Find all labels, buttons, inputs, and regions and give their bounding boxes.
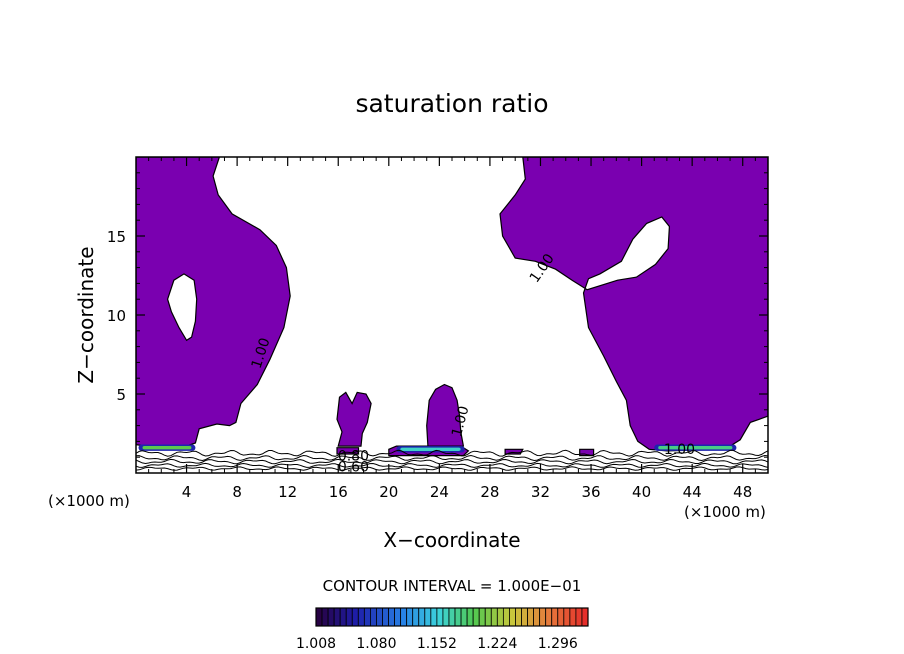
- colorbar-tick-labels: 1.008 1.080 1.152 1.224 1.296: [296, 636, 578, 652]
- colorbar-segment: [502, 607, 510, 627]
- colorbar-segment: [345, 607, 353, 627]
- x-unit-right: (×1000 m): [684, 503, 766, 521]
- colorbar-segment: [490, 607, 498, 627]
- y-axis-ticks: 5 10 15: [107, 172, 768, 458]
- colorbar-segment: [388, 607, 395, 627]
- colorbar-segment: [448, 607, 456, 627]
- colorbar-segment: [327, 607, 335, 627]
- colorbar-frame: [315, 607, 589, 627]
- colorbar-segment: [321, 607, 329, 627]
- plot-area: 1.001.001.001.000.800.60 4 8 12 16 20 24 28 32 3…: [107, 156, 769, 501]
- x-tick-label: 24: [430, 483, 449, 501]
- x-tick-label: 20: [379, 483, 398, 501]
- colorbar-segment: [509, 607, 516, 627]
- saturated-region-cell-24: [426, 383, 465, 449]
- colorbar-segment: [527, 607, 534, 627]
- colorbar-segment: [496, 607, 504, 627]
- colorbar-tick-label: 1.008: [296, 636, 336, 652]
- x-tick-label: 16: [329, 483, 348, 501]
- colorbar-segment: [472, 607, 480, 627]
- low-contour-0.6: [136, 462, 768, 468]
- x-axis-label: X−coordinate: [383, 528, 520, 552]
- low-contour-0.9: [136, 449, 768, 457]
- contour-fills: [136, 157, 768, 457]
- contour-label: 0.80: [338, 448, 369, 464]
- colorbar-segment: [430, 607, 438, 627]
- x-tick-label: 44: [683, 483, 702, 501]
- colorbar-segment: [363, 607, 371, 627]
- high-band-inner: [658, 446, 733, 450]
- low-contour-lines: [136, 449, 768, 471]
- colorbar-segment: [581, 607, 589, 627]
- colorbar-segment: [333, 607, 341, 627]
- colorbar-segment: [400, 607, 408, 627]
- contour-label: 0.60: [338, 459, 369, 475]
- colorbar-segment: [533, 607, 541, 627]
- colorbar-segment: [563, 607, 571, 627]
- colorbar-segment: [575, 607, 583, 627]
- x-tick-label: 12: [278, 483, 297, 501]
- y-tick-label: 5: [116, 386, 126, 404]
- colorbar-segment: [418, 607, 426, 627]
- colorbar-segment: [515, 607, 522, 627]
- low-contour-0.5: [136, 466, 768, 471]
- colorbar-tick-label: 1.224: [477, 636, 517, 652]
- x-unit-left: (×1000 m): [48, 492, 130, 510]
- x-axis-ticks: 4 8 12 16 20 24 28 32 36 40 44 48: [148, 157, 756, 501]
- colorbar-segment: [539, 607, 547, 627]
- colorbar-segment: [466, 607, 474, 627]
- colorbar-tick-label: 1.296: [538, 636, 578, 652]
- colorbar-segment: [442, 607, 450, 627]
- colorbar-segment: [436, 607, 444, 627]
- x-tick-label: 4: [182, 483, 192, 501]
- y-axis-label: Z−coordinate: [74, 246, 98, 383]
- y-tick-label: 15: [107, 228, 126, 246]
- high-band-inner: [142, 446, 192, 450]
- colorbar-segment: [424, 607, 432, 627]
- colorbar: [315, 607, 589, 627]
- colorbar-segment: [557, 607, 565, 627]
- x-tick-label: 28: [480, 483, 499, 501]
- x-tick-label: 8: [232, 483, 242, 501]
- colorbar-segment: [412, 607, 420, 627]
- colorbar-segment: [551, 607, 559, 627]
- saturated-region-cell-18: [336, 391, 372, 447]
- colorbar-segment: [521, 607, 528, 627]
- colorbar-tick-label: 1.152: [417, 636, 457, 652]
- contour-label: 1.00: [449, 404, 473, 438]
- colorbar-segment: [382, 607, 389, 627]
- colorbar-segment: [394, 607, 402, 627]
- colorbar-segment: [478, 607, 486, 627]
- colorbar-segment: [406, 607, 414, 627]
- colorbar-segment: [454, 607, 462, 627]
- colorbar-segment: [460, 607, 468, 627]
- colorbar-segment: [369, 607, 377, 627]
- low-contour-0.7: [136, 458, 768, 465]
- colorbar-segment: [357, 607, 365, 627]
- chart-title: saturation ratio: [355, 89, 548, 118]
- contour-label: 1.00: [664, 442, 695, 458]
- x-tick-label: 40: [632, 483, 651, 501]
- low-contour-0.8: [136, 454, 768, 462]
- colorbar-segment: [545, 607, 553, 627]
- x-tick-label: 36: [581, 483, 600, 501]
- colorbar-segment: [315, 607, 323, 627]
- colorbar-segment: [351, 607, 359, 627]
- colorbar-segment: [484, 607, 492, 627]
- high-band-inner: [400, 447, 461, 451]
- colorbar-tick-label: 1.080: [356, 636, 396, 652]
- contour-interval-text: CONTOUR INTERVAL = 1.000E−01: [323, 577, 582, 595]
- x-tick-label: 32: [531, 483, 550, 501]
- y-tick-label: 10: [107, 307, 126, 325]
- colorbar-segment: [569, 607, 577, 627]
- x-tick-label: 48: [733, 483, 752, 501]
- colorbar-segment: [339, 607, 347, 627]
- colorbar-segment: [376, 607, 383, 627]
